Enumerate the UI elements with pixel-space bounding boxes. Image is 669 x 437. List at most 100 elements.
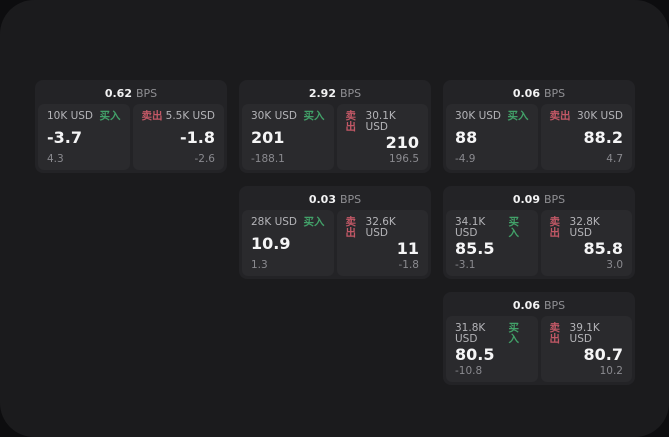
quote-card: 0.06 BPS 30K USD 买入 88 -4.9 卖出 30K USD 8… — [443, 80, 635, 173]
quote-card: 2.92 BPS 30K USD 买入 201 -188.1 卖出 30.1K … — [239, 80, 431, 173]
spread-unit: BPS — [543, 87, 566, 100]
buy-label-row: 30K USD 买入 — [251, 111, 325, 122]
buy-panel[interactable]: 28K USD 买入 10.9 1.3 — [242, 210, 334, 276]
buy-size: 28K USD — [251, 216, 298, 228]
buy-label-row: 31.8K USD 买入 — [455, 323, 529, 344]
sell-panel[interactable]: 卖出 30.1K USD 210 196.5 — [336, 104, 428, 170]
sell-size: 30K USD — [576, 110, 623, 122]
spread-header: 2.92 BPS — [242, 83, 428, 104]
buy-label-row: 34.1K USD 买入 — [455, 217, 529, 238]
buy-price: 85.5 — [455, 238, 495, 258]
sell-panel[interactable]: 卖出 30K USD 88.2 4.7 — [540, 104, 632, 170]
sell-price: 210 — [385, 132, 419, 152]
quote-card: 0.09 BPS 34.1K USD 买入 85.5 -3.1 卖出 32.8K… — [443, 186, 635, 279]
spread-header: 0.62 BPS — [38, 83, 224, 104]
quote-cards-grid: 0.62 BPS 10K USD 买入 -3.7 4.3 卖出 5.5K USD… — [35, 80, 635, 385]
buy-label-row: 28K USD 买入 — [251, 217, 325, 228]
sell-delta: 4.7 — [606, 152, 623, 165]
buy-size: 10K USD — [47, 110, 94, 122]
sell-side-label: 卖出 — [141, 110, 163, 122]
sell-panel[interactable]: 卖出 32.8K USD 85.8 3.0 — [540, 210, 632, 276]
buy-label-row: 10K USD 买入 — [47, 111, 121, 122]
sell-delta: -1.8 — [398, 258, 420, 271]
buy-delta: 4.3 — [47, 152, 64, 165]
buy-panel[interactable]: 10K USD 买入 -3.7 4.3 — [38, 104, 130, 170]
sell-delta: -2.6 — [194, 152, 216, 165]
buy-panel[interactable]: 30K USD 买入 88 -4.9 — [446, 104, 538, 170]
spread-unit: BPS — [339, 193, 362, 206]
spread-unit: BPS — [543, 299, 566, 312]
quote-panels: 34.1K USD 买入 85.5 -3.1 卖出 32.8K USD 85.8… — [446, 210, 632, 276]
sell-label-row: 卖出 32.8K USD — [550, 217, 624, 238]
spread-unit: BPS — [135, 87, 158, 100]
sell-panel[interactable]: 卖出 5.5K USD -1.8 -2.6 — [132, 104, 224, 170]
quote-card: 0.06 BPS 31.8K USD 买入 80.5 -10.8 卖出 39.1… — [443, 292, 635, 385]
spread-header: 0.09 BPS — [446, 189, 632, 210]
spread-unit: BPS — [339, 87, 362, 100]
spread-header: 0.03 BPS — [242, 189, 428, 210]
buy-delta: 1.3 — [251, 258, 268, 271]
sell-side-label: 卖出 — [549, 216, 561, 239]
buy-panel[interactable]: 30K USD 买入 201 -188.1 — [242, 104, 334, 170]
quote-panels: 10K USD 买入 -3.7 4.3 卖出 5.5K USD -1.8 -2.… — [38, 104, 224, 170]
buy-price: 80.5 — [455, 344, 495, 364]
quote-card: 0.03 BPS 28K USD 买入 10.9 1.3 卖出 32.6K US… — [239, 186, 431, 279]
spread-header: 0.06 BPS — [446, 83, 632, 104]
buy-delta: -188.1 — [251, 152, 285, 165]
sell-side-label: 卖出 — [345, 216, 357, 239]
buy-delta: -4.9 — [455, 152, 476, 165]
buy-side-label: 买入 — [508, 322, 519, 345]
sell-price: 80.7 — [583, 344, 623, 364]
sell-price: 88.2 — [583, 127, 623, 147]
sell-side-label: 卖出 — [345, 110, 357, 133]
sell-delta: 10.2 — [599, 364, 623, 377]
spread-value: 0.06 — [512, 299, 540, 312]
spread-value: 0.06 — [512, 87, 540, 100]
sell-size: 30.1K USD — [365, 110, 396, 133]
buy-label-row: 30K USD 买入 — [455, 111, 529, 122]
buy-panel[interactable]: 31.8K USD 买入 80.5 -10.8 — [446, 316, 538, 382]
sell-size: 32.6K USD — [365, 216, 396, 239]
buy-delta: -10.8 — [455, 364, 483, 377]
sell-size: 5.5K USD — [165, 110, 215, 122]
buy-size: 34.1K USD — [455, 216, 486, 239]
sell-panel[interactable]: 卖出 32.6K USD 11 -1.8 — [336, 210, 428, 276]
sell-panel[interactable]: 卖出 39.1K USD 80.7 10.2 — [540, 316, 632, 382]
buy-size: 30K USD — [251, 110, 298, 122]
buy-price: 88 — [455, 127, 478, 147]
buy-side-label: 买入 — [508, 216, 519, 239]
buy-side-label: 买入 — [303, 110, 325, 122]
sell-side-label: 卖出 — [549, 110, 571, 122]
buy-side-label: 买入 — [303, 216, 325, 228]
sell-side-label: 卖出 — [549, 322, 561, 345]
buy-size: 30K USD — [455, 110, 502, 122]
sell-size: 32.8K USD — [569, 216, 600, 239]
spread-value: 2.92 — [308, 87, 336, 100]
spread-header: 0.06 BPS — [446, 295, 632, 316]
sell-delta: 3.0 — [606, 258, 623, 271]
sell-label-row: 卖出 32.6K USD — [346, 217, 420, 238]
spread-value: 0.09 — [512, 193, 540, 206]
buy-panel[interactable]: 34.1K USD 买入 85.5 -3.1 — [446, 210, 538, 276]
sell-delta: 196.5 — [388, 152, 419, 165]
sell-price: 85.8 — [583, 238, 623, 258]
sell-price: 11 — [396, 238, 419, 258]
sell-label-row: 卖出 30K USD — [550, 111, 624, 122]
sell-size: 39.1K USD — [569, 322, 600, 345]
buy-price: -3.7 — [47, 127, 82, 147]
quote-panels: 30K USD 买入 88 -4.9 卖出 30K USD 88.2 4.7 — [446, 104, 632, 170]
spread-value: 0.03 — [308, 193, 336, 206]
sell-label-row: 卖出 5.5K USD — [142, 111, 216, 122]
buy-size: 31.8K USD — [455, 322, 486, 345]
spread-value: 0.62 — [104, 87, 132, 100]
quote-panels: 31.8K USD 买入 80.5 -10.8 卖出 39.1K USD 80.… — [446, 316, 632, 382]
sell-price: -1.8 — [180, 127, 215, 147]
buy-side-label: 买入 — [507, 110, 529, 122]
quote-card: 0.62 BPS 10K USD 买入 -3.7 4.3 卖出 5.5K USD… — [35, 80, 227, 173]
quote-panels: 30K USD 买入 201 -188.1 卖出 30.1K USD 210 1… — [242, 104, 428, 170]
buy-delta: -3.1 — [455, 258, 476, 271]
buy-price: 10.9 — [251, 233, 291, 253]
sell-label-row: 卖出 30.1K USD — [346, 111, 420, 132]
sell-label-row: 卖出 39.1K USD — [550, 323, 624, 344]
